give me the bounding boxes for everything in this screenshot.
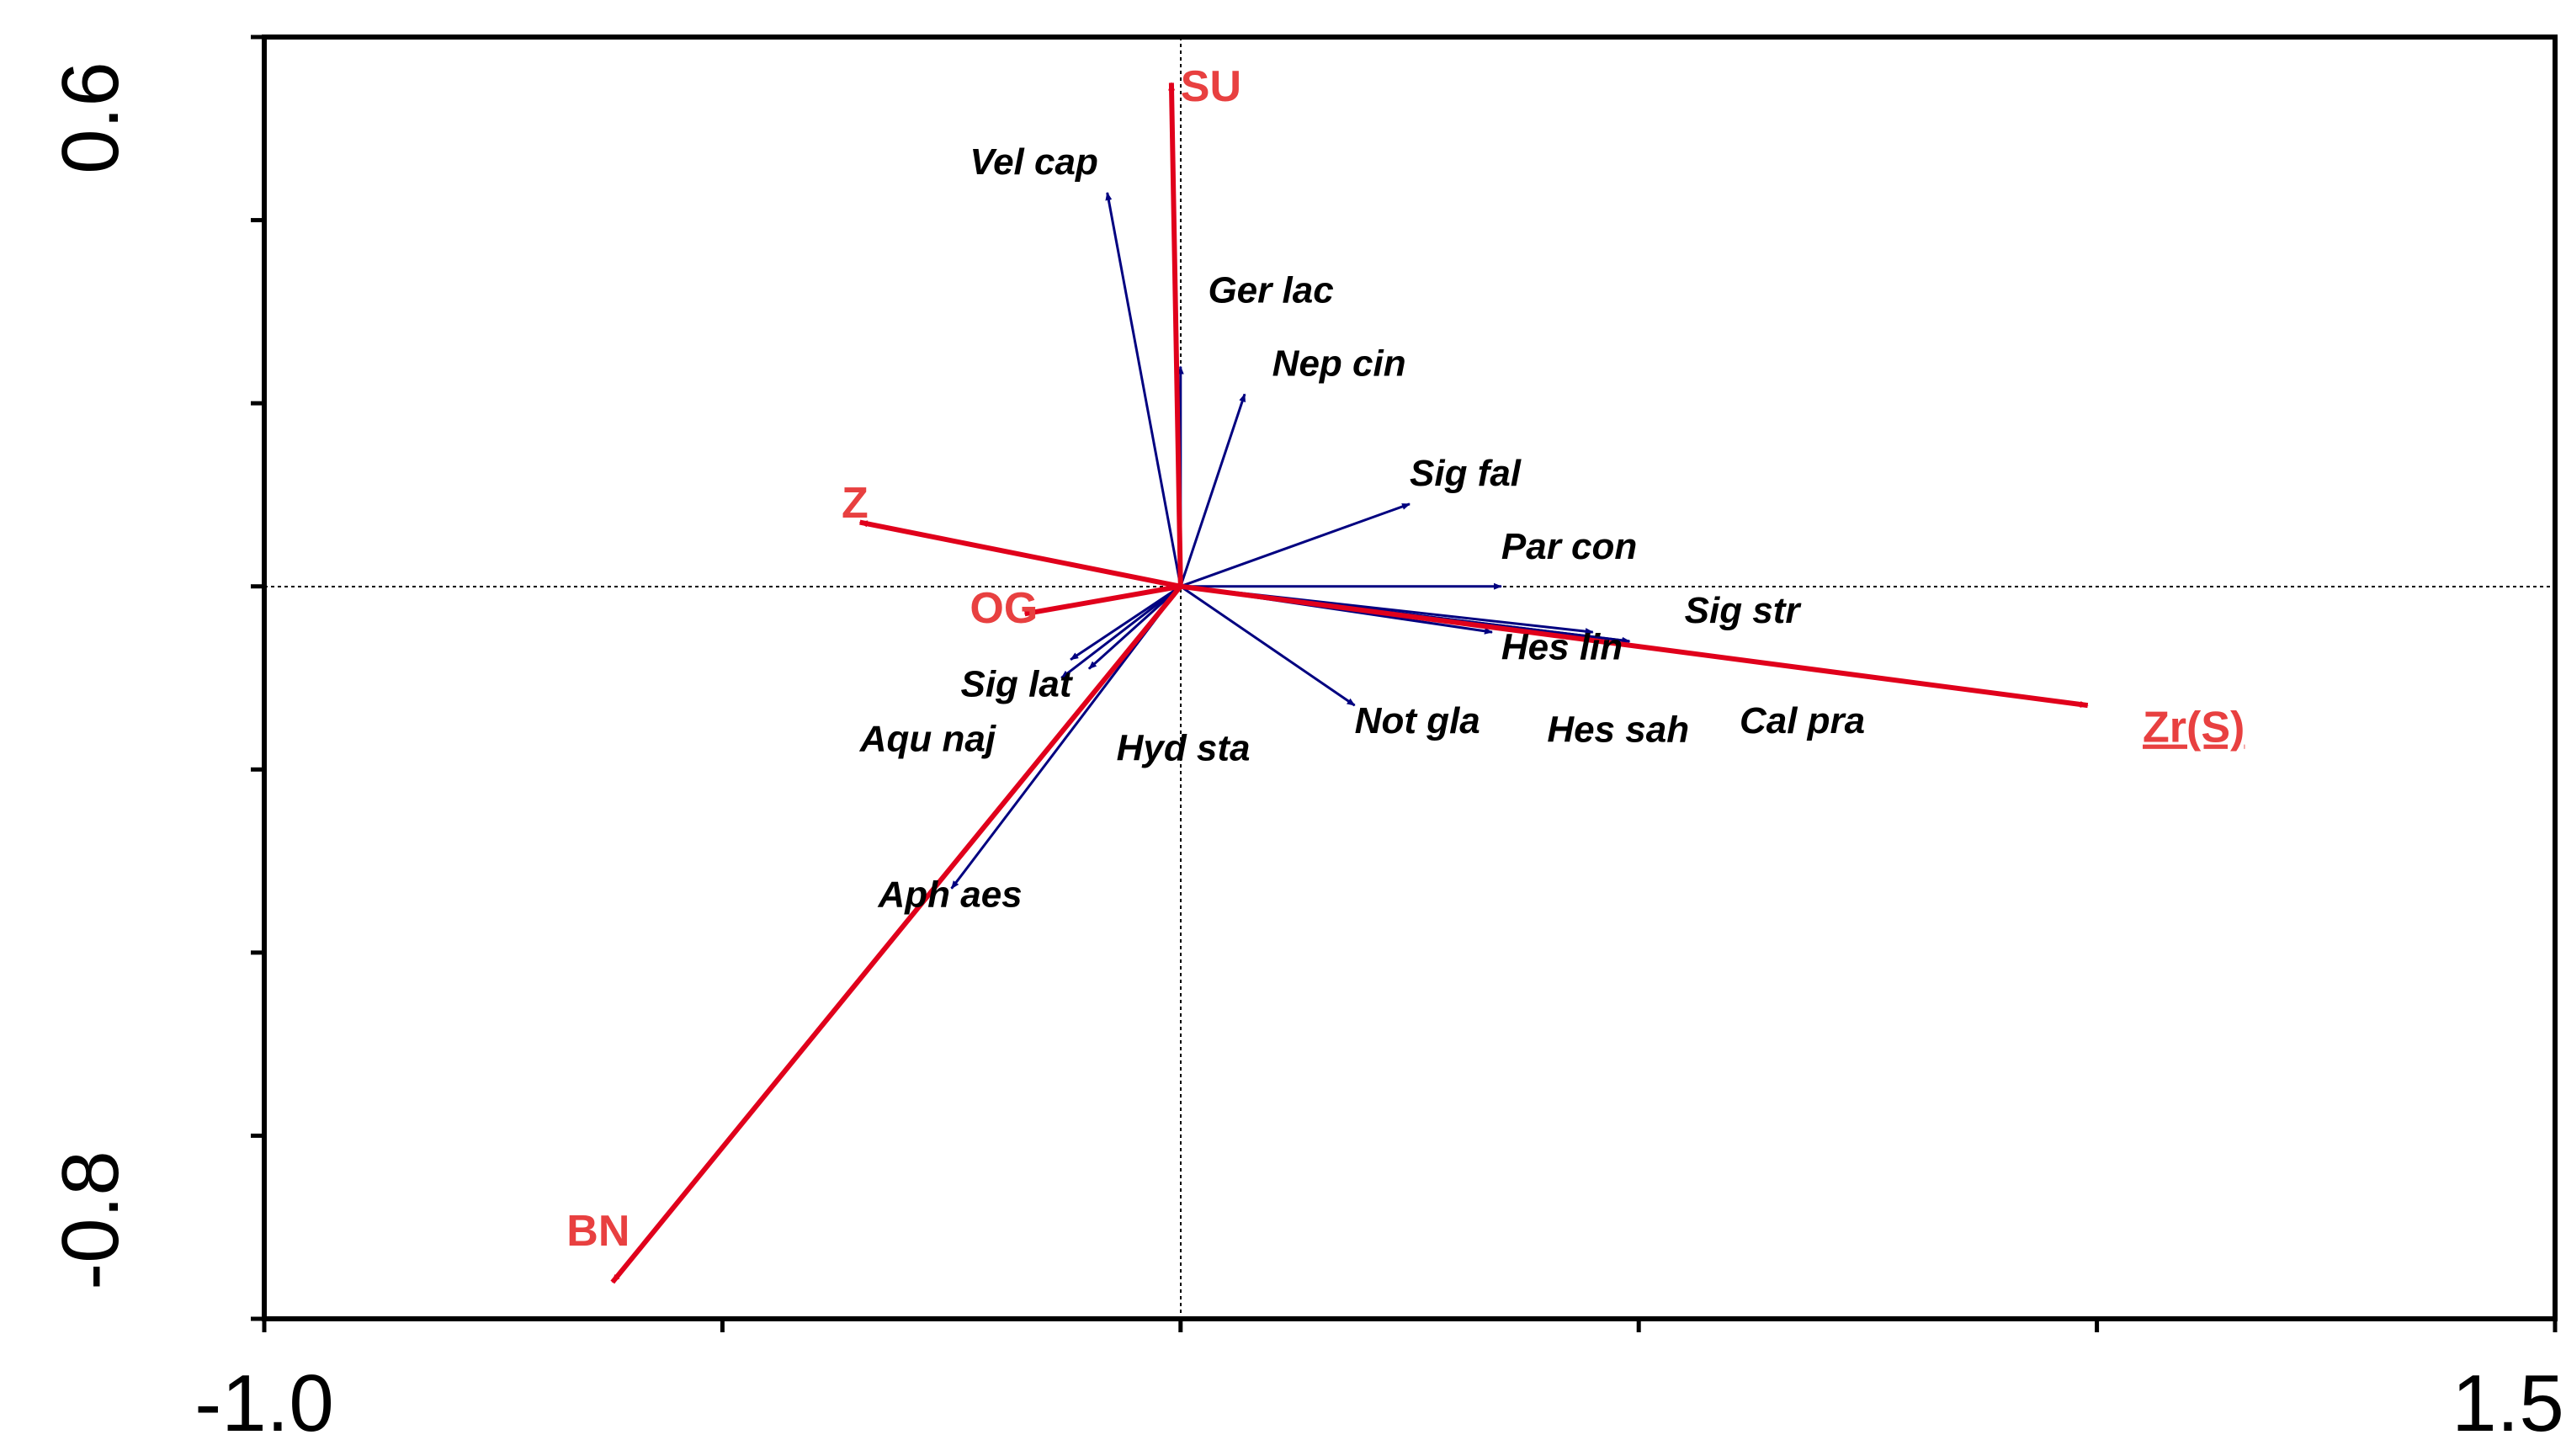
species-label-ger-lac: Ger lac <box>1208 269 1333 311</box>
species-label-sig-fal: Sig fal <box>1410 453 1522 494</box>
species-vector-sig-lat <box>1060 585 1182 679</box>
species-label-hyd-sta: Hyd sta <box>1117 727 1251 768</box>
species-vector-nep-cin <box>1179 393 1246 587</box>
species-label-aqu-naj: Aqu naj <box>859 719 996 760</box>
env-vector-zr-s <box>1180 583 2089 709</box>
env-label-bn: BN <box>566 1207 630 1256</box>
species-label-par-con: Par con <box>1501 526 1637 567</box>
env-label-og: OG <box>970 584 1038 633</box>
plot-frame <box>262 35 2558 1321</box>
species-label-sig-lat: Sig lat <box>960 663 1073 704</box>
env-label-z: Z <box>842 479 869 528</box>
species-label-sig-str: Sig str <box>1685 590 1803 631</box>
y-tick-label-min: -0.8 <box>45 1150 135 1289</box>
env-label-zr-s: Zr(S) <box>2143 704 2245 752</box>
species-label-hes-lin: Hes lin <box>1501 627 1623 668</box>
species-vector-hyd-sta <box>1087 585 1182 670</box>
x-tick-label-min: -1.0 <box>194 1358 333 1448</box>
env-vector-z <box>858 519 1182 589</box>
species-label-aph-aes: Aph aes <box>877 874 1022 915</box>
species-vector-not-gla <box>1179 585 1356 707</box>
species-vectors <box>950 191 1631 890</box>
species-vector-aqu-naj <box>1070 585 1182 661</box>
species-vector-vel-cap <box>1105 191 1182 587</box>
env-label-su: SU <box>1181 62 1241 111</box>
species-label-nep-cin: Nep cin <box>1272 343 1406 385</box>
species-vector-sig-fal <box>1180 502 1411 588</box>
species-label-hes-sah: Hes sah <box>1547 709 1689 751</box>
species-label-not-gla: Not gla <box>1355 700 1480 741</box>
y-tick-label-max: 0.6 <box>45 61 135 173</box>
species-label-cal-pra: Cal pra <box>1740 700 1865 741</box>
x-tick-label-max: 1.5 <box>2452 1358 2563 1448</box>
env-vector-su <box>1168 82 1183 587</box>
species-label-vel-cap: Vel cap <box>970 141 1097 183</box>
axis-ticks <box>251 35 2558 1332</box>
environmental-vectors <box>610 82 2089 1284</box>
env-vector-bn <box>610 584 1183 1284</box>
vector-labels: SU Z OG BN Zr(S) Vel cap Ger lac Nep cin Sig fal… <box>566 62 2245 1256</box>
env-vector-og <box>1023 583 1182 617</box>
